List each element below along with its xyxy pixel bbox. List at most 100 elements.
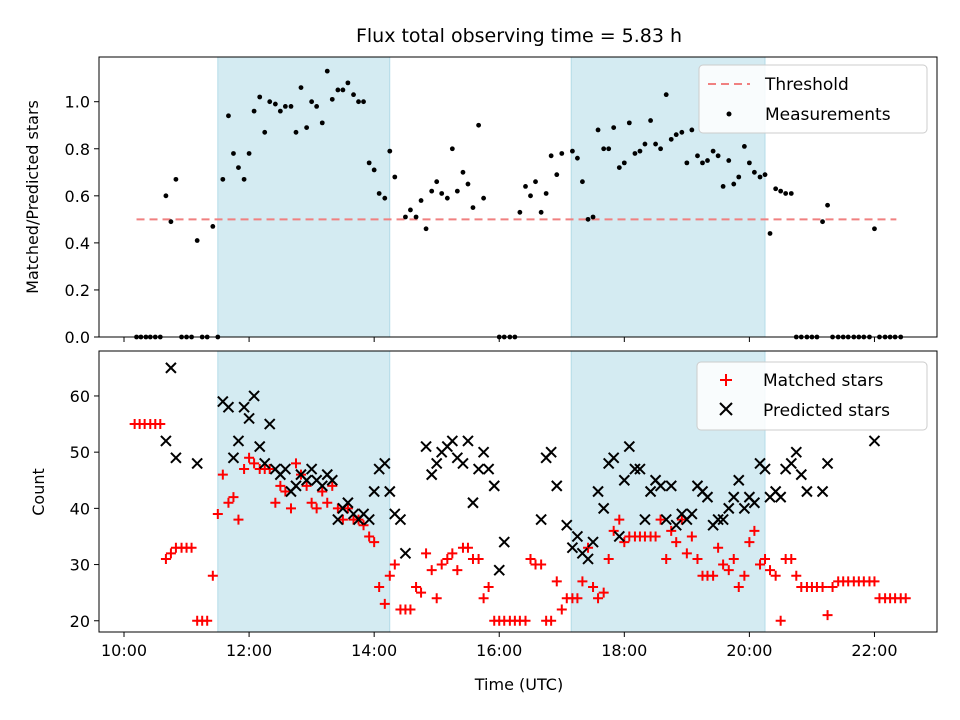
measurement-point [720, 184, 726, 189]
measurement-point [523, 184, 528, 189]
predicted-star-point [316, 480, 328, 492]
legend-predicted-label: Predicted stars [763, 401, 890, 421]
x-tick-label: 20:00 [726, 641, 772, 660]
matched-star-point [436, 559, 447, 570]
predicted-star-point [243, 412, 255, 425]
legend-threshold-label: Threshold [764, 75, 849, 95]
predicted-star-point [264, 418, 276, 430]
measurement-point [324, 68, 330, 74]
measurement-point [580, 179, 585, 185]
measurement-point [570, 148, 575, 154]
predicted-star-point [748, 497, 761, 509]
measurement-point [705, 158, 710, 163]
measurement-point [356, 99, 361, 105]
matched-star-point [270, 497, 281, 508]
measurement-point [470, 205, 476, 210]
predicted-star-point [232, 435, 245, 447]
measurement-point [533, 179, 538, 185]
predicted-star-point [816, 485, 829, 498]
measurement-point [220, 176, 226, 182]
bottom-panel: 20 30 40 50 60 10:00 12:00 14:00 16:00 18:00 20:0… [29, 350, 938, 694]
matched-star-point [165, 548, 176, 559]
matched-star-point [317, 486, 328, 497]
matched-star-point [228, 492, 239, 503]
predicted-star-point [535, 513, 547, 526]
matched-star-point [749, 525, 760, 536]
measurement-point [595, 127, 601, 133]
matched-star-point [577, 576, 588, 587]
predicted-star-point [733, 474, 745, 486]
predicted-star-point [238, 401, 250, 413]
measurement-point [751, 169, 757, 175]
matched-star-point [473, 553, 484, 564]
y-tick-label: 0.4 [65, 234, 90, 253]
matched-star-point [869, 576, 880, 587]
matched-star-point [551, 576, 562, 587]
measurement-point [314, 104, 320, 109]
matched-star-point [327, 480, 338, 491]
predicted-star-point [587, 536, 599, 548]
measurement-point [788, 191, 794, 196]
predicted-star-point [623, 440, 636, 453]
y-tick-label: 1.0 [65, 93, 90, 112]
measurement-point [710, 148, 716, 154]
predicted-star-point [665, 480, 677, 492]
matched-star-point [233, 514, 244, 525]
matched-star-point [713, 542, 724, 553]
y-tick-label: 60 [70, 387, 90, 406]
matched-star-point [723, 565, 734, 576]
matched-star-point [244, 452, 255, 463]
matched-star-point [608, 525, 619, 536]
measurement-point [340, 87, 346, 93]
measurement-point [731, 181, 737, 187]
predicted-star-point [717, 513, 729, 526]
measurement-point [736, 174, 742, 180]
matched-star-point [556, 604, 567, 615]
matched-star-point [212, 508, 223, 519]
measurement-point [408, 207, 413, 213]
measurement-point [528, 193, 533, 199]
measurement-point [387, 148, 393, 154]
top-legend: Threshold Measurements [698, 64, 928, 134]
matched-star-point [379, 598, 390, 609]
matched-star-point [452, 565, 463, 576]
measurement-point [226, 113, 231, 119]
predicted-star-point [493, 564, 505, 576]
matched-star-point [671, 537, 682, 548]
predicted-star-point [795, 468, 808, 481]
measurement-point [454, 188, 460, 194]
matched-star-point [311, 503, 322, 514]
predicted-star-point [566, 541, 579, 554]
matched-star-point [364, 531, 375, 542]
measurement-point [689, 127, 695, 133]
predicted-star-point [774, 491, 787, 503]
measurement-point [673, 132, 679, 138]
matched-star-point [285, 503, 296, 514]
matched-star-point [666, 525, 677, 536]
measurement-point [272, 101, 278, 107]
matched-star-point [588, 582, 599, 593]
predicted-star-point [629, 463, 641, 475]
measurement-point [695, 153, 700, 159]
predicted-star-point [457, 457, 469, 470]
top-panel: 0.0 0.2 0.4 0.6 0.8 1.0 Flux total observing … [23, 25, 938, 347]
measurement-point [726, 158, 732, 163]
matched-star-point [817, 582, 828, 593]
matched-star-point [572, 593, 583, 604]
measurement-point [621, 160, 627, 166]
matched-star-point [202, 615, 213, 626]
predicted-star-point [227, 452, 240, 464]
measurement-point [298, 85, 304, 90]
measurement-point [282, 104, 288, 109]
predicted-star-point [821, 457, 834, 470]
measurement-point [611, 125, 617, 130]
measurement-point [668, 136, 674, 142]
measurement-point [403, 214, 408, 220]
measurement-point [444, 195, 450, 201]
measurement-point [590, 214, 596, 220]
measurement-point [257, 94, 263, 100]
measurement-point [413, 214, 419, 220]
measurement-point [418, 198, 424, 203]
top-plot-frame [98, 56, 938, 338]
